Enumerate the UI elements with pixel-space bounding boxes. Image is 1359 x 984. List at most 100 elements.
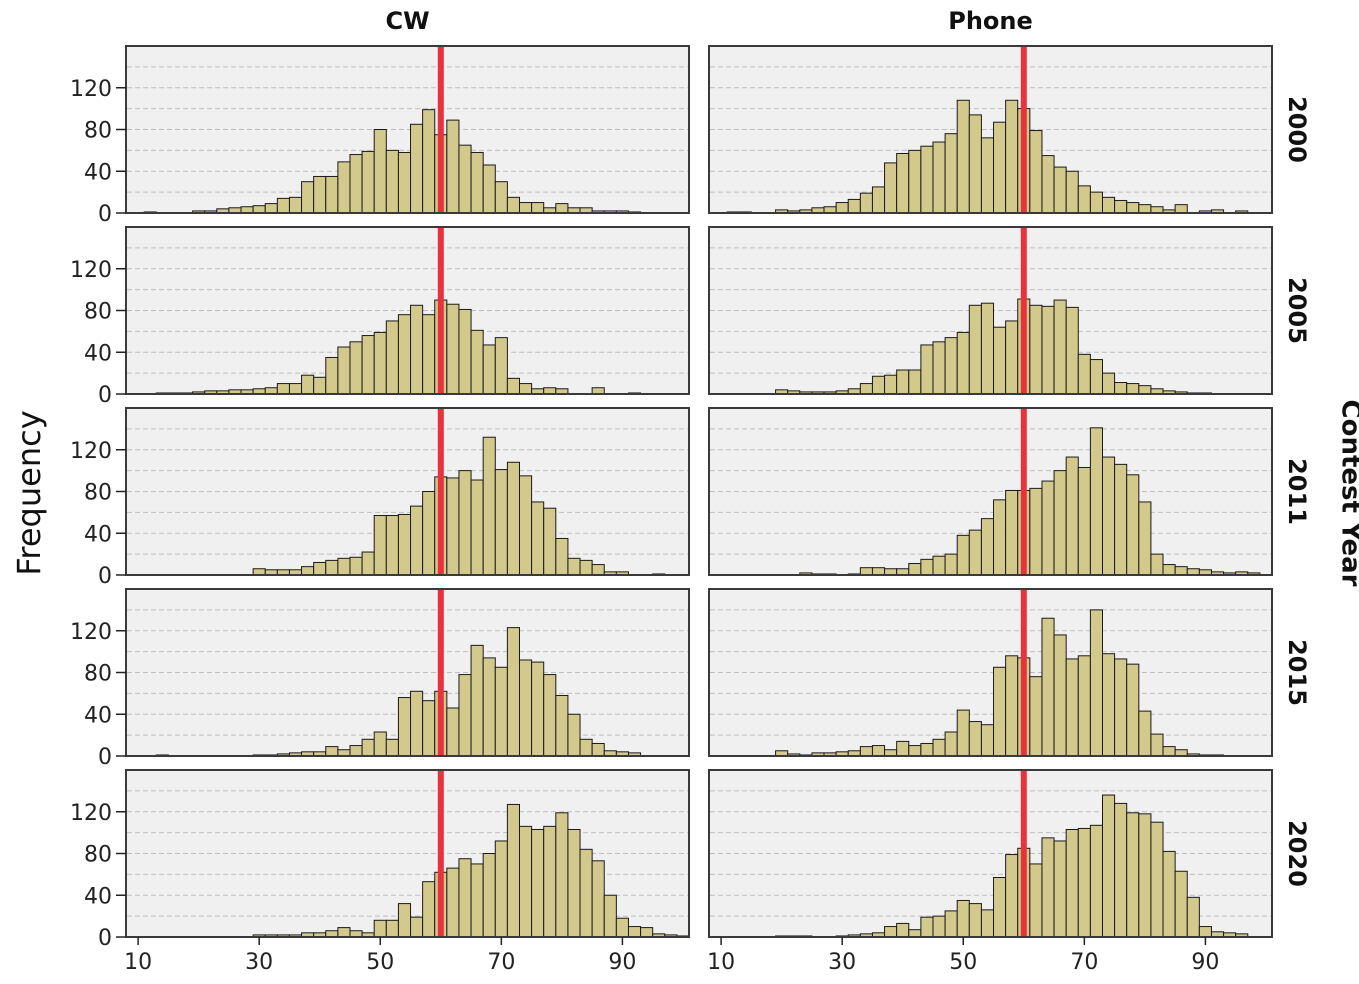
histogram-bar: [981, 910, 993, 937]
histogram-bar: [483, 345, 495, 394]
x-tick-label: 30: [828, 950, 856, 975]
histogram-bar: [616, 918, 628, 937]
histogram-bar: [411, 691, 423, 756]
histogram-bar: [1115, 659, 1127, 756]
histogram-bar: [411, 917, 423, 937]
histogram-bar: [314, 562, 326, 575]
histogram-bar: [398, 698, 410, 756]
histogram-bar: [1042, 618, 1054, 756]
histogram-bar: [447, 708, 459, 756]
histogram-bar: [326, 560, 338, 575]
histogram-bar: [981, 519, 993, 575]
histogram-bar: [981, 138, 993, 213]
histogram-bar: [338, 558, 350, 575]
histogram-bar: [374, 920, 386, 937]
histogram-bar: [872, 376, 884, 394]
histogram-bar: [1006, 321, 1018, 394]
histogram-bar: [556, 538, 568, 575]
histogram-bar: [921, 743, 933, 756]
histogram-bar: [897, 370, 909, 394]
histogram-bar: [362, 739, 374, 756]
histogram-bar: [897, 154, 909, 213]
histogram-bar: [495, 667, 507, 756]
histogram-bar: [1175, 205, 1187, 213]
x-tick-label: 10: [707, 950, 735, 975]
histogram-bar: [957, 332, 969, 394]
histogram-bar: [580, 739, 592, 756]
histogram-bar: [1102, 654, 1114, 756]
histogram-bar: [411, 506, 423, 575]
y-tick-label: 0: [98, 564, 112, 589]
x-tick-label: 30: [245, 950, 273, 975]
histogram-bar: [1066, 171, 1078, 213]
x-tick-label: 90: [1191, 950, 1219, 975]
histogram-bar: [556, 204, 568, 213]
histogram-bar: [969, 722, 981, 756]
histogram-bar: [897, 923, 909, 937]
y-tick-label: 120: [70, 620, 112, 645]
y-tick-label: 40: [84, 703, 112, 728]
histogram-bar: [374, 516, 386, 575]
histogram-bar: [519, 203, 531, 213]
histogram-bar: [1151, 734, 1163, 756]
x-tick-label: 90: [608, 950, 636, 975]
histogram-bar: [507, 628, 519, 756]
histogram-bar: [1139, 711, 1151, 756]
y-tick-label: 0: [98, 383, 112, 408]
histogram-bar: [1006, 100, 1018, 213]
histogram-bar: [483, 437, 495, 575]
histogram-bar: [326, 747, 338, 756]
histogram-bar: [933, 739, 945, 756]
histogram-bar: [957, 900, 969, 937]
histogram-bar: [459, 309, 471, 394]
histogram-bar: [302, 375, 314, 394]
histogram-bar: [326, 176, 338, 213]
histogram-bar: [471, 330, 483, 394]
row-facet-title: Contest Year: [1336, 400, 1359, 587]
row-label-2011: 2011: [1283, 458, 1311, 525]
y-tick-label: 80: [84, 481, 112, 506]
histogram-bar: [507, 462, 519, 575]
histogram-bar: [1139, 386, 1151, 394]
histogram-bar: [289, 197, 301, 213]
histogram-bar: [580, 849, 592, 937]
histogram-bar: [544, 675, 556, 756]
histogram-bar: [909, 370, 921, 394]
x-tick-label: 10: [124, 950, 152, 975]
column-header-phone: Phone: [948, 7, 1033, 35]
row-label-2005: 2005: [1283, 277, 1311, 344]
histogram-bar: [519, 660, 531, 756]
histogram-bar: [921, 146, 933, 213]
row-label-2015: 2015: [1283, 639, 1311, 706]
y-axis-title: Frequency: [10, 410, 48, 575]
histogram-bar: [447, 478, 459, 575]
panel-phone-2015: [709, 589, 1272, 756]
histogram-bar: [860, 747, 872, 756]
histogram-bar: [1163, 747, 1175, 756]
panel-cw-2015: [126, 589, 689, 756]
histogram-bar: [860, 193, 872, 213]
histogram-bar: [386, 920, 398, 937]
histogram-bar: [969, 904, 981, 937]
histogram-bar: [860, 568, 872, 575]
histogram-bar: [507, 804, 519, 937]
histogram-bar: [459, 471, 471, 575]
histogram-bar: [519, 384, 531, 394]
histogram-bar: [641, 928, 653, 937]
histogram-bar: [362, 552, 374, 575]
histogram-bar: [398, 315, 410, 394]
histogram-bar: [350, 746, 362, 756]
histogram-bar: [994, 327, 1006, 394]
histogram-bar: [1006, 855, 1018, 937]
histogram-bar: [1102, 457, 1114, 575]
histogram-bar: [350, 155, 362, 213]
histogram-bar: [447, 120, 459, 213]
histogram-bar: [338, 347, 350, 394]
histogram-bar: [314, 176, 326, 213]
histogram-bar: [362, 336, 374, 394]
histogram-bar: [1066, 829, 1078, 937]
histogram-bar: [1199, 927, 1211, 937]
